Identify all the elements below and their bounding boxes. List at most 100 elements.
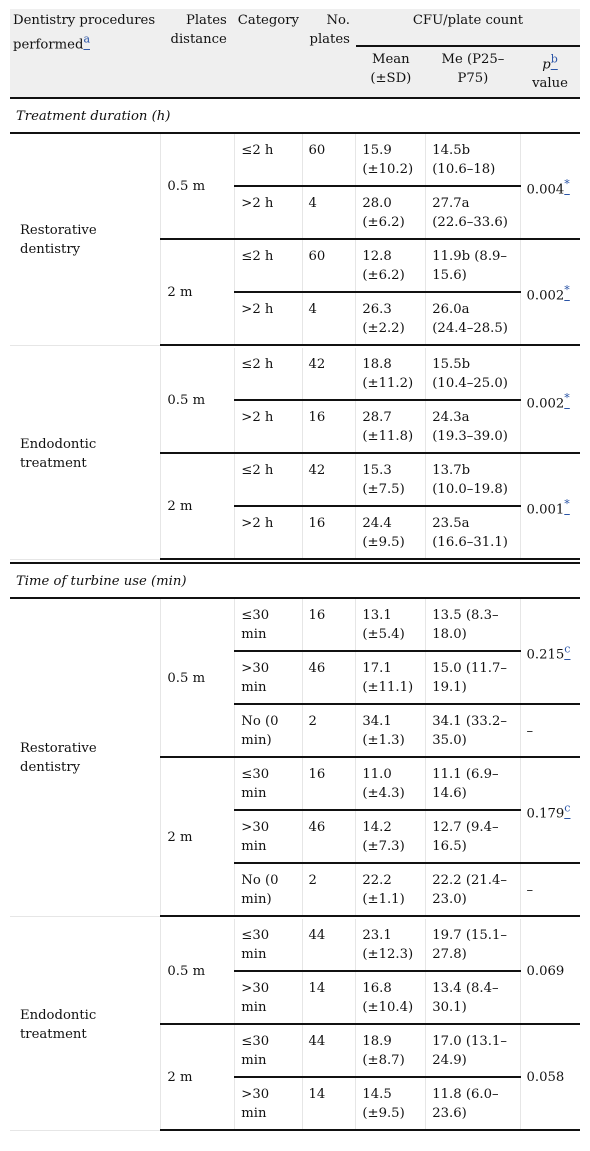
distance-cell: 2 m: [160, 453, 235, 561]
mean-cell: 24.4 (±9.5): [355, 506, 426, 561]
category-cell: ≤30 min: [234, 598, 302, 653]
table-row: 2 m ≤30 min 16 11.0 (±4.3) 11.1 (6.9–14.6) 0.…: [10, 757, 580, 918]
median-cell: 34.1 (33.2–35.0): [425, 704, 521, 759]
category-cell: ≤30 min: [234, 1024, 302, 1079]
median-cell: 26.0a (24.4–28.5): [425, 292, 521, 347]
category-cell: No (0 min): [234, 704, 302, 759]
category-cell: ≤2 h: [234, 133, 302, 188]
group-spacer: [10, 1130, 580, 1134]
mean-cell: 18.8 (±11.2): [355, 348, 426, 402]
median-cell: 11.8 (6.0–23.6): [425, 1077, 521, 1132]
mean-cell: 12.8 (±6.2): [355, 239, 426, 294]
p-value-cell: –: [519, 704, 580, 759]
footnote-b-link[interactable]: b: [550, 53, 558, 66]
mean-cell: 34.1 (±1.3): [355, 704, 426, 759]
category-cell: ≤2 h: [234, 239, 302, 294]
plates-cell: 60: [301, 239, 356, 294]
distance-cell: 0.5 m: [160, 133, 235, 241]
footnote-a-link[interactable]: a: [83, 33, 90, 46]
table-row: >30 min 14 16.8 (±10.4) 13.4 (8.4–30.1): [10, 971, 580, 1026]
p-value: 0.002: [526, 396, 565, 412]
section-row: Treatment duration (h): [10, 98, 580, 134]
group-spacer: [10, 916, 580, 920]
mean-cell: 28.0 (±6.2): [355, 186, 426, 241]
table-row: No (0 min) 2 22.2 (±1.1) 22.2 (21.4–23.0) –: [10, 863, 580, 918]
p-value-cell: –: [519, 863, 580, 918]
p-value-cell: 0.004*: [519, 133, 580, 241]
median-cell: 23.5a (16.6–31.1): [425, 506, 521, 561]
mean-cell: 13.1 (±5.4): [355, 598, 426, 653]
median-cell: 22.2 (21.4–23.0): [425, 863, 521, 918]
p-value-cell: 0.002*: [519, 239, 580, 347]
median-cell: 24.3a (19.3–39.0): [425, 400, 521, 455]
category-cell: ≤30 min: [234, 919, 302, 973]
p-footnote-link[interactable]: *: [564, 391, 570, 405]
mean-cell: 17.1 (±11.1): [355, 651, 426, 706]
table-row: 2 m ≤30 min 44 18.9 (±8.7) 17.0 (13.1–24.9) 0…: [10, 1024, 580, 1132]
distance-cell: 2 m: [160, 757, 235, 918]
table-row: >2 h 16 28.7 (±11.8) 24.3a (19.3–39.0): [10, 400, 580, 455]
mean-cell: 22.2 (±1.1): [355, 863, 426, 918]
plates-cell: 2: [301, 704, 356, 759]
procedure-cell: Endodontic treatment: [10, 348, 161, 560]
category-cell: >30 min: [234, 810, 302, 865]
plates-cell: 46: [301, 651, 356, 706]
p-footnote-link[interactable]: *: [564, 177, 570, 191]
mean-cell: 23.1 (±12.3): [355, 919, 426, 973]
p-footnote-link[interactable]: *: [564, 497, 570, 511]
p-value: 0.001: [526, 502, 565, 518]
p-value-cell: 0.179c: [519, 757, 580, 865]
category-cell: >30 min: [234, 971, 302, 1026]
mean-cell: 26.3 (±2.2): [355, 292, 426, 347]
group-spacer: [10, 345, 580, 349]
table-row: No (0 min) 2 34.1 (±1.3) 34.1 (33.2–35.0) –: [10, 704, 580, 759]
p-footnote-link[interactable]: c: [564, 642, 571, 656]
plates-cell: 4: [301, 292, 356, 347]
p-value: 0.179: [526, 806, 565, 822]
p-footnote-link[interactable]: c: [564, 801, 571, 815]
plates-cell: 2: [301, 863, 356, 918]
mean-cell: 16.8 (±10.4): [355, 971, 426, 1026]
p-value: 0.002: [526, 288, 565, 304]
median-cell: 15.0 (11.7–19.1): [425, 651, 521, 706]
plates-cell: 42: [301, 453, 356, 508]
distance-cell: 0.5 m: [160, 348, 235, 455]
category-cell: >2 h: [234, 506, 302, 561]
p-value: 0.215: [526, 647, 565, 663]
median-cell: 15.5b (10.4–25.0): [425, 348, 521, 402]
cfu-table: Dentistry procedures performeda Plates d…: [10, 9, 580, 1134]
procedure-cell: Endodontic treatment: [10, 919, 161, 1131]
plates-cell: 44: [301, 919, 356, 973]
mean-cell: 11.0 (±4.3): [355, 757, 426, 812]
section-title: Treatment duration (h): [16, 109, 171, 125]
table-row: >2 h 4 26.3 (±2.2) 26.0a (24.4–28.5): [10, 292, 580, 347]
category-cell: ≤2 h: [234, 453, 302, 508]
distance-cell: 0.5 m: [160, 919, 235, 1026]
procedure-cell: Restorative dentistry: [10, 598, 161, 917]
plates-cell: 60: [301, 133, 356, 188]
plates-cell: 16: [301, 400, 356, 455]
header-cfu-group: CFU/plate count: [355, 9, 580, 47]
table-body: Treatment duration (h) Restorative dentis…: [10, 98, 580, 1134]
mean-cell: 14.2 (±7.3): [355, 810, 426, 865]
category-cell: ≤2 h: [234, 348, 302, 402]
table-row: 2 m ≤2 h 42 15.3 (±7.5) 13.7b (10.0–19.8) 0.0…: [10, 453, 580, 561]
mean-cell: 18.9 (±8.7): [355, 1024, 426, 1079]
table-row: Restorative dentistry 0.5 m ≤30 min 16 13.1 …: [10, 598, 580, 917]
plates-cell: 46: [301, 810, 356, 865]
p-value: 0.058: [526, 1070, 565, 1086]
table-row: >30 min 14 14.5 (±9.5) 11.8 (6.0–23.6): [10, 1077, 580, 1132]
table-row: Endodontic treatment 0.5 m ≤30 min 44 23.1 (…: [10, 919, 580, 1131]
section-row: Time of turbine use (min): [10, 563, 580, 599]
p-footnote-link[interactable]: *: [564, 283, 570, 297]
mean-cell: 28.7 (±11.8): [355, 400, 426, 455]
p-value-cell: 0.215c: [519, 598, 580, 706]
median-cell: 11.1 (6.9–14.6): [425, 757, 521, 812]
median-cell: 13.7b (10.0–19.8): [425, 453, 521, 508]
group-spacer: [10, 559, 580, 564]
mean-cell: 15.9 (±10.2): [355, 133, 426, 188]
p-value: 0.004: [526, 182, 565, 198]
plates-cell: 14: [301, 1077, 356, 1132]
median-cell: 19.7 (15.1–27.8): [425, 919, 521, 973]
table-row: >2 h 4 28.0 (±6.2) 27.7a (22.6–33.6): [10, 186, 580, 241]
